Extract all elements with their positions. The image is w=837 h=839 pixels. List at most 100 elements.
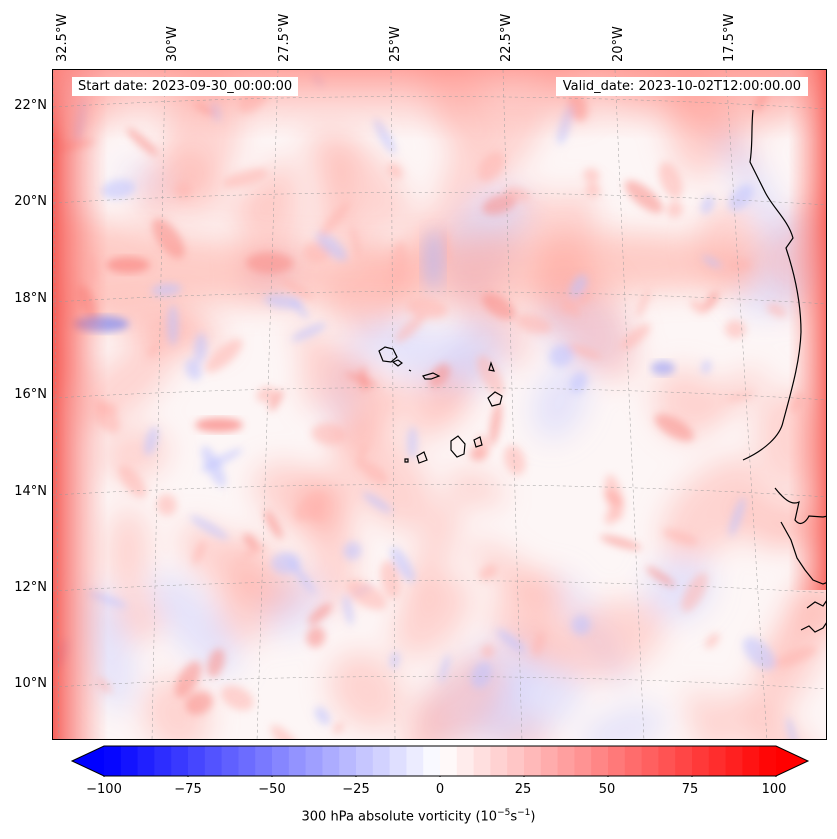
guinea-bissau-coast [780, 521, 826, 585]
fogo-island [416, 451, 428, 464]
lon-label-32-5w: 32.5°W [55, 13, 70, 62]
bijagos-island [800, 622, 826, 633]
colorbar-cell [120, 746, 139, 776]
bijagos-island [806, 600, 826, 609]
lat-label-22n: 22°N [14, 98, 47, 113]
parallel [53, 96, 826, 110]
colorbar-cell [356, 746, 374, 776]
lat-label-20n: 20°N [14, 194, 47, 209]
brava-island [404, 458, 409, 463]
colorbar-cell [372, 746, 391, 776]
colorbar-cell [221, 746, 239, 776]
colorbar-tick: 75 [681, 782, 699, 797]
meridian [725, 70, 768, 739]
map-panel [52, 69, 827, 740]
colorbar-cell [104, 746, 122, 776]
lon-label-22-5w: 22.5°W [499, 13, 514, 62]
colorbar-extend-low [72, 746, 104, 776]
parallel [53, 291, 826, 305]
lon-label-30w: 30°W [165, 26, 180, 62]
parallel [53, 676, 826, 690]
valid-date-label: Valid_date: 2023-10-02T12:00:00.00 [555, 77, 808, 96]
colorbar-cell [759, 746, 777, 776]
coastlines [378, 109, 826, 633]
colorbar-cell [322, 746, 340, 776]
sao-nicolau-island [422, 372, 441, 380]
colorbar-cell [742, 746, 760, 776]
meridian [256, 70, 279, 739]
colorbar-cell [574, 746, 592, 776]
colorbar-cell [154, 746, 172, 776]
maio-island [473, 436, 483, 448]
colorbar-cell [137, 746, 155, 776]
colorbar-extend-high [776, 746, 808, 776]
colorbar-cell [204, 746, 223, 776]
colorbar-cell [507, 746, 525, 776]
meridian [53, 70, 60, 739]
colorbar-cell [524, 746, 542, 776]
lat-label-10n: 10°N [14, 676, 47, 691]
sao-vicente-island [391, 359, 403, 367]
santa-luzia-island [408, 369, 412, 372]
parallel [53, 387, 826, 401]
colorbar-cell [255, 746, 273, 776]
colorbar-tick: −75 [174, 782, 202, 797]
santiago-island [450, 435, 466, 458]
colorbar-cell [456, 746, 475, 776]
colorbar-cell [540, 746, 559, 776]
colorbar-cell [641, 746, 659, 776]
start-date-label: Start date: 2023-09-30_00:00:00 [72, 77, 299, 96]
colorbar [70, 745, 810, 777]
lon-label-20w: 20°W [611, 26, 626, 62]
lat-label-18n: 18°N [14, 291, 47, 306]
colorbar-label: 300 hPa absolute vorticity (10−5s−1) [301, 808, 536, 825]
lon-label-27-5w: 27.5°W [277, 13, 292, 62]
colorbar-cell [708, 746, 727, 776]
colorbar-tick: 100 [761, 782, 787, 797]
colorbar-cell [557, 746, 575, 776]
colorbar-cell [389, 746, 407, 776]
colorbar-cell [725, 746, 743, 776]
colorbar-tick: −50 [258, 782, 286, 797]
colorbar-cell [406, 746, 424, 776]
colorbar-cell [288, 746, 307, 776]
colorbar-cell [675, 746, 693, 776]
colorbar-cell [339, 746, 357, 776]
meridian [390, 70, 396, 739]
colorbar-cell [624, 746, 643, 776]
colorbar-cell [171, 746, 189, 776]
colorbar-tick: −25 [342, 782, 370, 797]
colorbar-cell [440, 746, 458, 776]
sal-island [488, 361, 495, 372]
parallel [53, 192, 826, 206]
lon-label-25w: 25°W [388, 26, 403, 62]
lat-label-16n: 16°N [14, 387, 47, 402]
boa-vista-island [487, 391, 503, 407]
santo-antao-island [378, 346, 398, 363]
gambia-coast [774, 487, 826, 524]
vorticity-field-map [53, 70, 826, 739]
colorbar-cell [188, 746, 206, 776]
meridian [502, 70, 523, 739]
colorbar-cell [423, 746, 441, 776]
colorbar-tick: 0 [435, 782, 445, 797]
colorbar-cell [473, 746, 491, 776]
colorbar-tick: −100 [86, 782, 122, 797]
lat-label-14n: 14°N [14, 484, 47, 499]
colorbar-cell [305, 746, 323, 776]
lon-label-17-5w: 17.5°W [722, 13, 737, 62]
meridian [614, 70, 645, 739]
meridian [151, 70, 166, 739]
vorticity-shading [53, 70, 826, 739]
colorbar-cell [591, 746, 609, 776]
africa-coastline [742, 109, 802, 461]
lat-label-12n: 12°N [14, 580, 47, 595]
colorbar-tick: 50 [598, 782, 616, 797]
colorbar-cell [490, 746, 508, 776]
colorbar-cell [272, 746, 290, 776]
colorbar-cell [608, 746, 626, 776]
colorbar-tick: 25 [514, 782, 532, 797]
colorbar-cell [692, 746, 710, 776]
colorbar-cell [238, 746, 256, 776]
parallel [53, 484, 826, 498]
